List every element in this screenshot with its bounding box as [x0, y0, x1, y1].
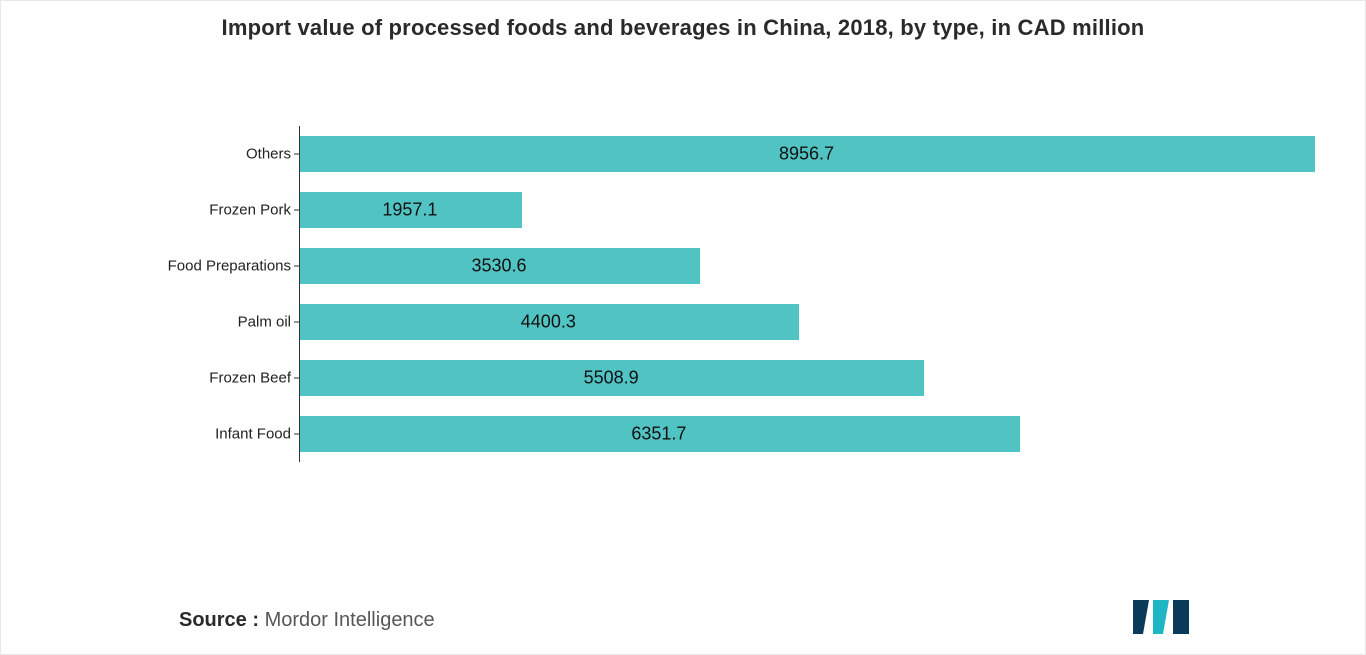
value-label: 1957.1	[382, 200, 437, 221]
bar-row: Palm oil4400.3	[299, 294, 1314, 350]
category-label: Food Preparations	[168, 258, 291, 275]
bar-row: Food Preparations3530.6	[299, 238, 1314, 294]
axis-tick	[294, 210, 299, 211]
source-label: Source :	[179, 609, 259, 631]
category-label: Frozen Pork	[209, 202, 291, 219]
axis-tick	[294, 154, 299, 155]
category-label: Palm oil	[238, 314, 291, 331]
axis-tick	[294, 266, 299, 267]
category-label: Frozen Beef	[209, 370, 291, 387]
bar-row: Others8956.7	[299, 126, 1314, 182]
source-name: Mordor Intelligence	[265, 609, 435, 631]
category-label: Others	[246, 146, 291, 163]
value-label: 4400.3	[521, 312, 576, 333]
axis-tick	[294, 434, 299, 435]
mordor-logo-icon	[1131, 596, 1195, 636]
category-label: Infant Food	[215, 426, 291, 443]
source-attribution: Source : Mordor Intelligence	[179, 609, 435, 632]
axis-tick	[294, 322, 299, 323]
bar-chart: Others8956.7Frozen Pork1957.1Food Prepar…	[299, 126, 1314, 462]
bar-row: Frozen Pork1957.1	[299, 182, 1314, 238]
axis-tick	[294, 378, 299, 379]
chart-title: Import value of processed foods and beve…	[1, 15, 1365, 41]
value-label: 6351.7	[631, 424, 686, 445]
bar-row: Frozen Beef5508.9	[299, 350, 1314, 406]
value-label: 5508.9	[584, 368, 639, 389]
value-label: 8956.7	[779, 144, 834, 165]
value-label: 3530.6	[472, 256, 527, 277]
bar-row: Infant Food6351.7	[299, 406, 1314, 462]
